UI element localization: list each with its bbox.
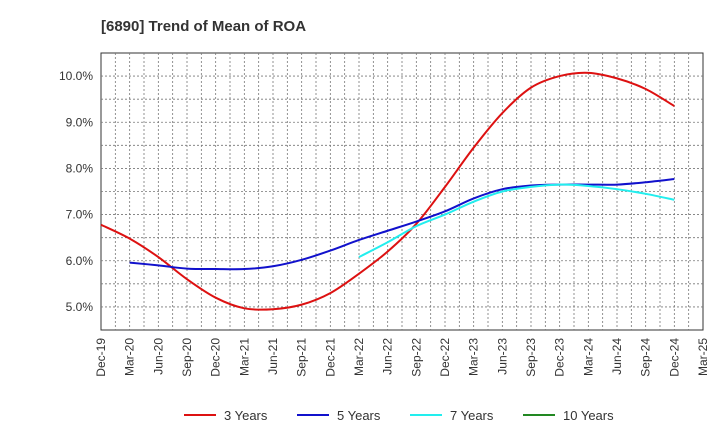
x-tick-label: Mar-22 — [352, 338, 366, 376]
x-tick-label: Dec-23 — [553, 338, 567, 377]
y-tick-label: 5.0% — [66, 300, 94, 314]
x-tick-label: Dec-21 — [323, 338, 337, 377]
x-tick-label: Dec-22 — [438, 338, 452, 377]
y-tick-label: 10.0% — [59, 69, 93, 83]
x-tick-label: Jun-22 — [381, 338, 395, 375]
x-tick-label: Dec-20 — [209, 338, 223, 377]
grid-lines — [101, 53, 703, 330]
y-tick-label: 7.0% — [66, 208, 94, 222]
legend: 3 Years 5 Years 7 Years 10 Years — [184, 408, 614, 423]
series-lines — [100, 71, 675, 311]
x-tick-label: Dec-24 — [667, 338, 681, 377]
x-axis-ticks: Dec-19 Mar-20 Jun-20 Sep-20 Dec-20 Mar-21 Jun-… — [94, 338, 710, 377]
x-tick-label: Sep-20 — [180, 338, 194, 377]
y-tick-label: 8.0% — [66, 161, 94, 175]
x-tick-label: Sep-24 — [639, 338, 653, 377]
y-tick-label: 9.0% — [66, 115, 94, 129]
x-tick-label: Jun-23 — [495, 338, 509, 375]
legend-label-10-years: 10 Years — [563, 408, 614, 423]
series-line-7-years — [358, 183, 675, 258]
x-tick-label: Mar-25 — [696, 338, 710, 376]
legend-label-7-years: 7 Years — [450, 408, 494, 423]
x-tick-label: Jun-20 — [151, 338, 165, 375]
y-tick-label: 6.0% — [66, 254, 94, 268]
chart-title: [6890] Trend of Mean of ROA — [101, 18, 306, 35]
x-tick-label: Jun-24 — [610, 338, 624, 375]
x-tick-label: Sep-21 — [295, 338, 309, 377]
x-tick-label: Dec-19 — [94, 338, 108, 377]
series-line-5-years — [129, 178, 675, 271]
x-tick-label: Mar-24 — [581, 338, 595, 376]
legend-label-3-years: 3 Years — [224, 408, 268, 423]
y-axis-ticks: 5.0% 6.0% 7.0% 8.0% 9.0% 10.0% — [59, 69, 93, 314]
legend-label-5-years: 5 Years — [337, 408, 381, 423]
x-tick-label: Jun-21 — [266, 338, 280, 375]
x-tick-label: Mar-23 — [467, 338, 481, 376]
x-tick-label: Sep-23 — [524, 338, 538, 377]
x-tick-label: Sep-22 — [409, 338, 423, 377]
x-tick-label: Mar-21 — [237, 338, 251, 376]
series-line-3-years — [100, 71, 675, 311]
x-tick-label: Mar-20 — [123, 338, 137, 376]
